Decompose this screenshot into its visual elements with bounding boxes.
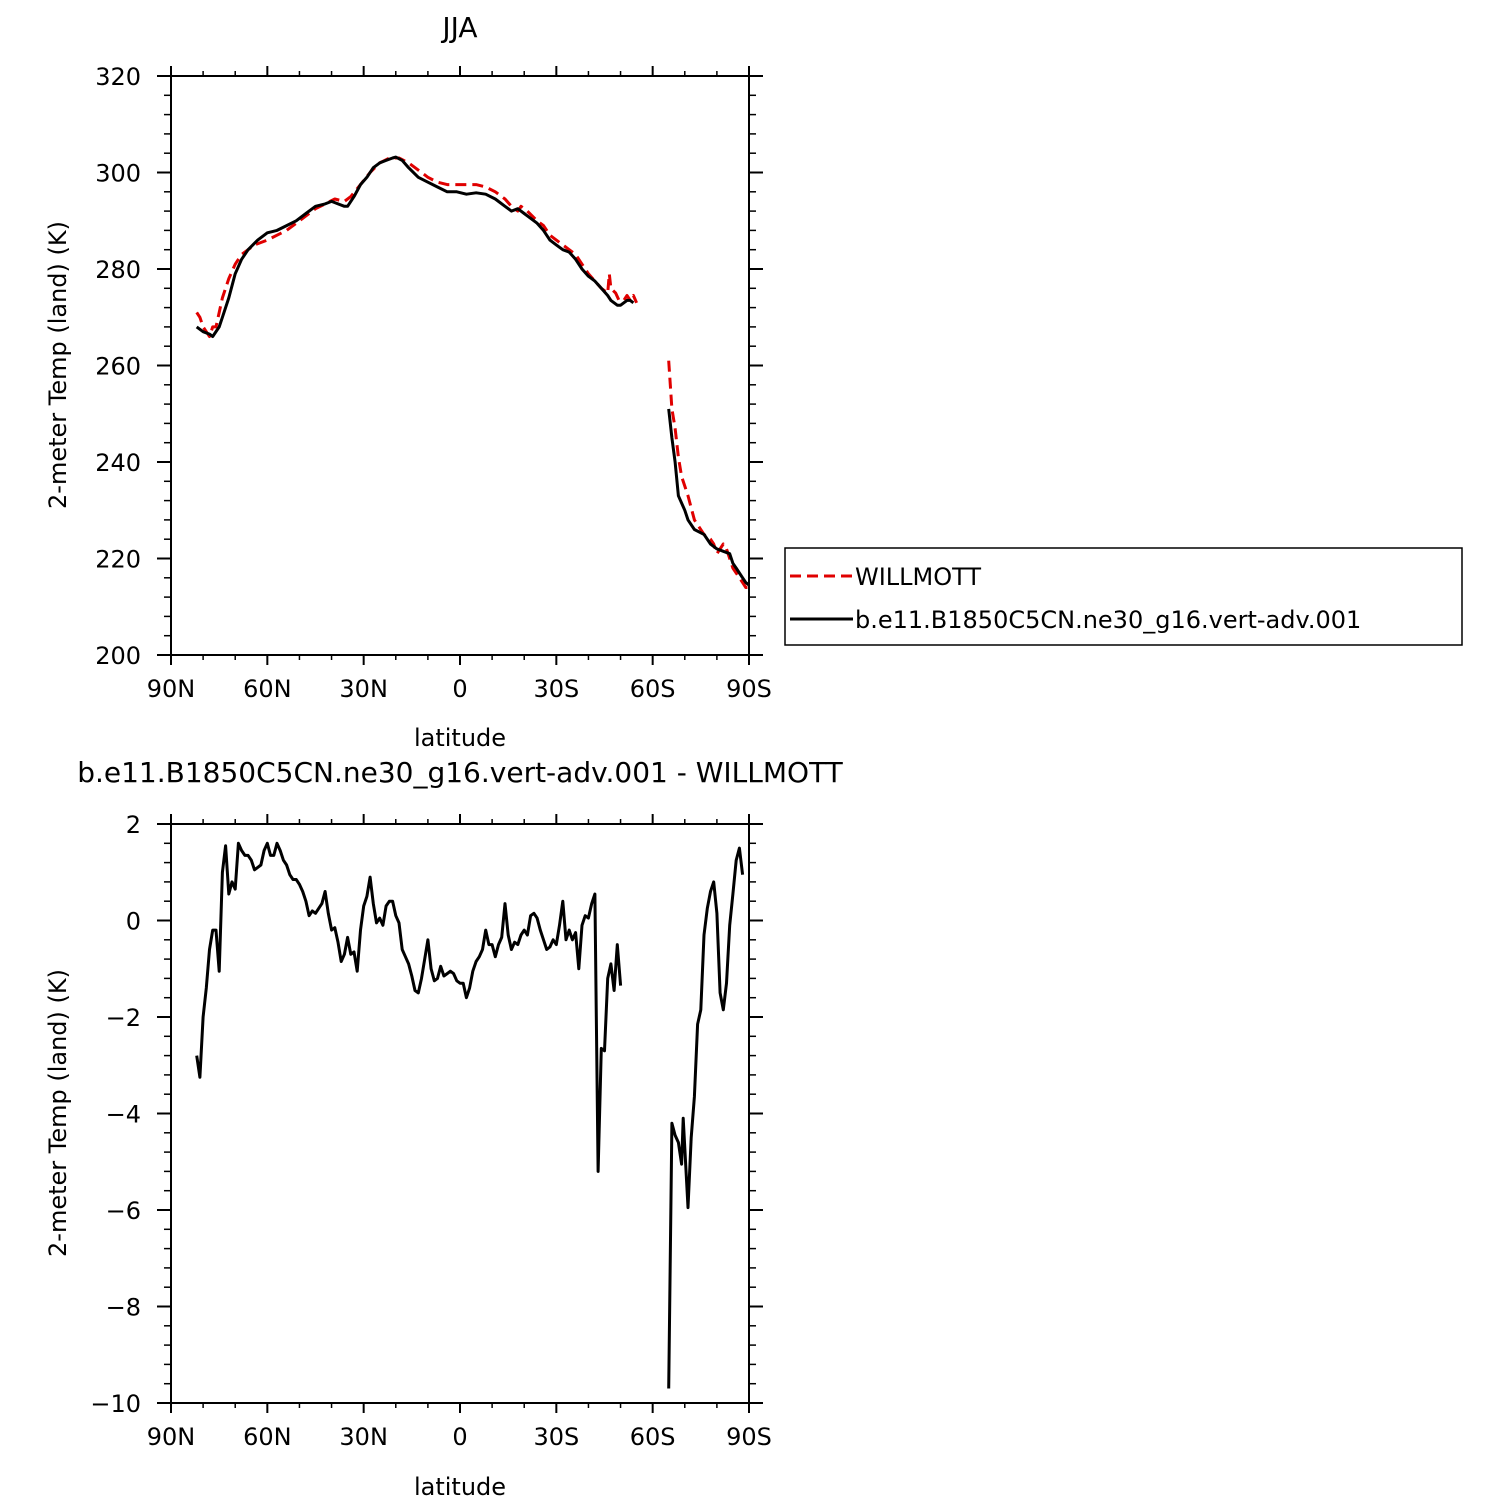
bottom-panel-title: b.e11.B1850C5CN.ne30_g16.vert-adv.001 - … (77, 756, 843, 789)
legend: WILLMOTT b.e11.B1850C5CN.ne30_g16.vert-a… (784, 547, 1463, 646)
series-line-0 (667, 360, 749, 589)
x-tick-label: 90N (147, 675, 196, 703)
plot-frame (170, 75, 750, 656)
y-tick-label: −6 (106, 1197, 141, 1225)
series-line-0 (195, 156, 638, 338)
y-tick-label: 220 (95, 546, 141, 574)
x-tick-label: 60N (243, 675, 292, 703)
top-panel: JJA 90N 60N 30N 0 30S 60S 90S 200 220 240 260 280 30… (44, 11, 772, 752)
series-line-0 (195, 841, 623, 1173)
series-line-0 (667, 846, 745, 1389)
legend-label-willmott: WILLMOTT (855, 563, 981, 591)
x-tick-label: 60N (243, 1423, 292, 1451)
top-panel-title: JJA (440, 11, 477, 44)
bottom-plot-area: 90N 60N 30N 0 30S 60S 90S −10 −8 −6 −4 −2 0 2 (90, 811, 772, 1451)
x-tick-label: 90S (726, 675, 772, 703)
y-tick-label: 280 (95, 256, 141, 284)
bottom-y-axis-label: 2-meter Temp (land) (K) (44, 969, 72, 1257)
bottom-x-axis-label: latitude (414, 1473, 506, 1501)
y-tick-label: 300 (95, 160, 141, 188)
y-tick-label: −2 (106, 1004, 141, 1032)
y-tick-label: 240 (95, 449, 141, 477)
x-tick-label: 90S (726, 1423, 772, 1451)
x-tick-label: 0 (452, 1423, 467, 1451)
bottom-panel: b.e11.B1850C5CN.ne30_g16.vert-adv.001 - … (44, 756, 844, 1501)
x-tick-label: 30N (339, 675, 388, 703)
top-plot-area: 90N 60N 30N 0 30S 60S 90S 200 220 240 260 280 300 320 (95, 63, 772, 703)
x-tick-label: 90N (147, 1423, 196, 1451)
series-line-1 (195, 155, 635, 338)
top-y-axis-label: 2-meter Temp (land) (K) (44, 221, 72, 509)
x-tick-label: 30N (339, 1423, 388, 1451)
top-x-axis-label: latitude (414, 724, 506, 752)
x-tick-label: 0 (452, 675, 467, 703)
y-tick-label: 320 (95, 63, 141, 91)
x-tick-label: 60S (630, 675, 676, 703)
legend-label-model: b.e11.B1850C5CN.ne30_g16.vert-adv.001 (855, 606, 1361, 634)
y-tick-label: 260 (95, 353, 141, 381)
plot-frame (170, 823, 750, 1404)
y-tick-label: 200 (95, 642, 141, 670)
y-tick-label: −8 (106, 1294, 141, 1322)
x-tick-label: 30S (533, 675, 579, 703)
y-tick-label: 0 (126, 908, 141, 936)
x-tick-label: 30S (533, 1423, 579, 1451)
y-tick-label: 2 (126, 811, 141, 839)
series-line-1 (667, 408, 750, 587)
y-tick-label: −4 (106, 1101, 141, 1129)
legend-box (784, 547, 1463, 646)
x-tick-label: 60S (630, 1423, 676, 1451)
y-tick-label: −10 (90, 1390, 141, 1418)
